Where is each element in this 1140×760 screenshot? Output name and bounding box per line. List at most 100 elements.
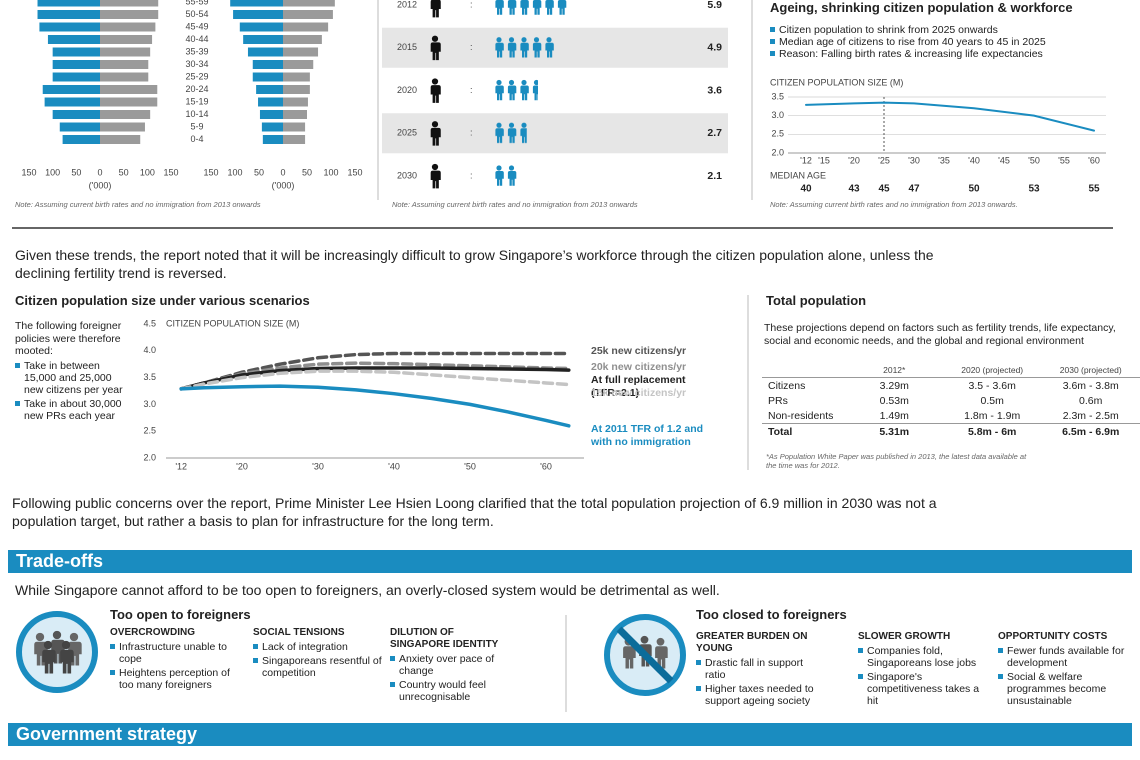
bullet: Country would feel unrecognisable bbox=[390, 679, 520, 703]
year-label: 2012 bbox=[397, 0, 417, 9]
bullet: Heightens perception of too many foreign… bbox=[110, 667, 240, 691]
bar bbox=[37, 0, 100, 7]
intro: These projections depend on factors such… bbox=[764, 322, 1116, 347]
y-tick-label: 2.5 bbox=[143, 426, 156, 436]
bullet: Drastic fall in support ratio bbox=[696, 657, 826, 681]
bar bbox=[100, 110, 151, 119]
median-age: 43 bbox=[848, 184, 860, 195]
bar bbox=[37, 10, 100, 19]
elder-icon bbox=[430, 78, 441, 103]
legend-label: 25k new citizens/yr bbox=[591, 345, 687, 357]
age-label: 50-54 bbox=[185, 9, 208, 19]
bar bbox=[52, 60, 100, 69]
bar bbox=[283, 72, 310, 82]
section-banner: Government strategy bbox=[8, 723, 1132, 746]
side-title: Too open to foreigners bbox=[110, 607, 251, 622]
x-tick-label: '30 bbox=[908, 155, 920, 165]
policy-text: The following foreigner policies were th… bbox=[15, 320, 127, 422]
median-age: 53 bbox=[1028, 184, 1040, 195]
bullet: Higher taxes needed to support ageing so… bbox=[696, 683, 826, 707]
x-tick-label: 50 bbox=[71, 167, 81, 177]
group-heading: SLOWER GROWTH bbox=[858, 631, 951, 642]
bar bbox=[62, 135, 100, 144]
table-cell: Total bbox=[762, 423, 846, 439]
note: Note: Assuming current birth rates and n… bbox=[392, 200, 638, 209]
x-tick-label: '50 bbox=[464, 461, 476, 471]
bar bbox=[252, 72, 283, 82]
tradeoff-group: SOCIAL TENSIONS Lack of integration Singap… bbox=[253, 627, 383, 681]
y-tick-label: 3.0 bbox=[143, 399, 156, 409]
x-tick-label: 0 bbox=[280, 167, 285, 177]
header-cell: 2030 (projected) bbox=[1041, 362, 1140, 378]
x-tick-label: 150 bbox=[203, 167, 218, 177]
x-tick-label: 50 bbox=[254, 167, 264, 177]
bar bbox=[230, 0, 283, 7]
header-cell bbox=[762, 362, 846, 378]
age-label: 10-14 bbox=[185, 109, 208, 119]
panel-title: Total population bbox=[766, 293, 867, 308]
bar bbox=[100, 0, 159, 7]
table-cell: 5.31m bbox=[845, 423, 943, 439]
legend-label: 15k new citizens/yr bbox=[591, 387, 687, 399]
elder-icon bbox=[430, 0, 441, 18]
x-tick-label: '15 bbox=[818, 155, 830, 165]
y-tick-label: 2.0 bbox=[143, 452, 156, 462]
panel-title: Citizen population size under various sc… bbox=[15, 293, 310, 308]
group-heading: SOCIAL TENSIONS bbox=[253, 627, 345, 638]
age-label: 15-19 bbox=[185, 96, 208, 106]
bar bbox=[283, 47, 319, 57]
bar bbox=[100, 85, 158, 94]
x-tick-label: '55 bbox=[1058, 155, 1070, 165]
x-tick-label: 50 bbox=[119, 167, 129, 177]
x-tick-label: 150 bbox=[21, 167, 36, 177]
median-age: 45 bbox=[878, 184, 890, 195]
header-cell: 2012* bbox=[845, 362, 943, 378]
x-tick-label: '12 bbox=[175, 461, 187, 471]
group-heading: DILUTION OF SINGAPORE IDENTITY bbox=[390, 627, 499, 650]
worker-icons bbox=[493, 0, 567, 16]
median-age: 55 bbox=[1088, 184, 1100, 195]
bar bbox=[283, 60, 314, 69]
table-cell: Non-residents bbox=[768, 409, 834, 422]
series-line bbox=[805, 101, 1095, 132]
bar bbox=[100, 10, 159, 19]
table-cell: 3.6m - 3.8m bbox=[1062, 379, 1119, 392]
bullet: Singaporeans resentful of competition bbox=[253, 655, 383, 679]
table-cell: 0.6m bbox=[1079, 394, 1103, 407]
table-cell: 0.53m bbox=[879, 394, 909, 407]
x-tick-label: '60 bbox=[540, 461, 552, 471]
bullet: Fewer funds available for development bbox=[998, 645, 1128, 669]
x-tick-label: 100 bbox=[45, 167, 60, 177]
separator: : bbox=[470, 0, 473, 9]
group-heading: OVERCROWDING bbox=[110, 627, 195, 638]
bar bbox=[233, 10, 283, 19]
series-line bbox=[179, 366, 571, 391]
table-cell: 1.8m - 1.9m bbox=[964, 409, 1021, 422]
y-tick-label: 3.5 bbox=[771, 91, 784, 101]
bar bbox=[258, 97, 283, 107]
bar bbox=[261, 122, 283, 132]
age-label: 45-49 bbox=[185, 21, 208, 31]
x-tick-label: 100 bbox=[227, 167, 242, 177]
x-axis-label: ('000) bbox=[272, 180, 295, 190]
age-label: 30-34 bbox=[185, 59, 208, 69]
y-tick-label: 4.0 bbox=[143, 345, 156, 355]
bullet-list: Citizen population to shrink from 2025 o… bbox=[770, 24, 1130, 60]
value-label: 2.7 bbox=[707, 127, 722, 139]
year-label: 2025 bbox=[397, 128, 417, 138]
bar bbox=[283, 35, 322, 44]
series-line bbox=[179, 369, 571, 391]
y-tick-label: 3.5 bbox=[143, 372, 156, 382]
bar bbox=[256, 85, 283, 94]
bar bbox=[42, 85, 100, 94]
bullet: Anxiety over pace of change bbox=[390, 653, 520, 677]
age-label: 20-24 bbox=[185, 84, 208, 94]
x-tick-label: 150 bbox=[347, 167, 362, 177]
intro: While Singapore cannot afford to be too … bbox=[15, 582, 720, 598]
open-icon bbox=[16, 611, 98, 693]
x-axis-label: ('000) bbox=[89, 180, 112, 190]
bullet: Lack of integration bbox=[253, 641, 383, 653]
bullet: Social & welfare programmes become unsus… bbox=[998, 671, 1128, 707]
bar bbox=[100, 135, 141, 144]
